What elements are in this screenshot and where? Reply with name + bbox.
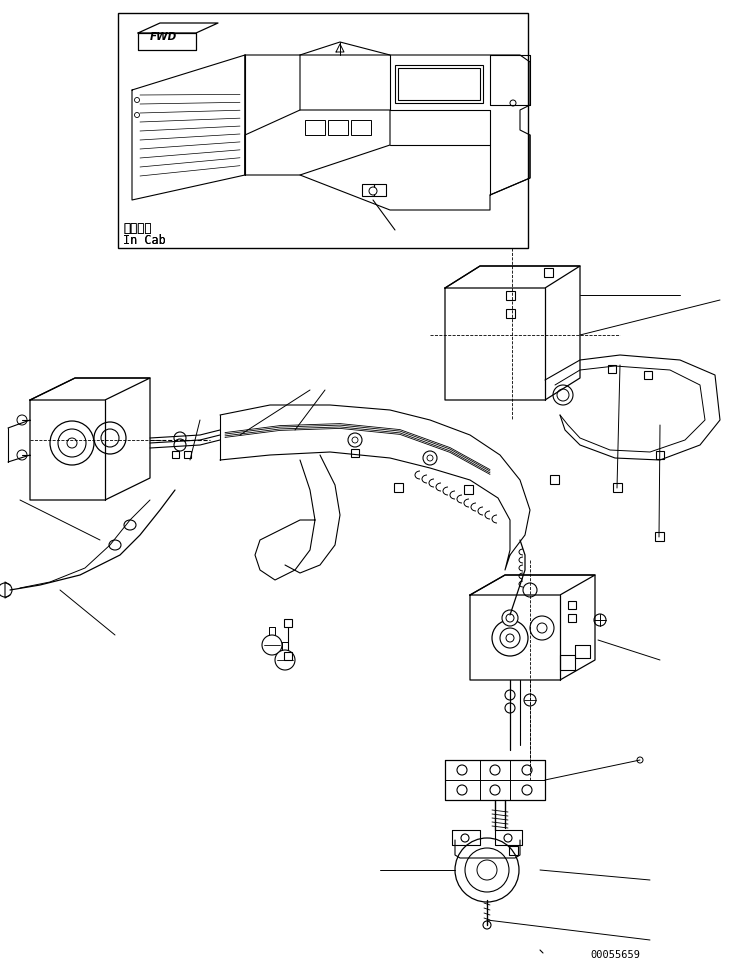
Circle shape [352, 437, 358, 443]
Circle shape [505, 703, 515, 713]
Bar [118, 13, 528, 248]
Circle shape [557, 389, 569, 401]
Circle shape [135, 97, 139, 102]
Circle shape [135, 113, 139, 118]
Bar [395, 65, 483, 103]
Circle shape [174, 432, 186, 444]
Text: In Cab: In Cab [123, 234, 165, 247]
Bar [374, 184, 386, 196]
Bar [550, 475, 559, 484]
Bar [393, 483, 402, 493]
Circle shape [510, 100, 516, 106]
Circle shape [553, 385, 573, 405]
Circle shape [427, 455, 433, 461]
Circle shape [492, 620, 528, 656]
Circle shape [101, 429, 119, 447]
Circle shape [17, 415, 27, 425]
Bar [655, 533, 664, 541]
Bar [351, 120, 371, 135]
Circle shape [483, 921, 491, 929]
Bar [362, 184, 374, 196]
Bar [568, 601, 576, 609]
Circle shape [461, 834, 469, 842]
Bar [183, 452, 191, 459]
Bar [328, 120, 348, 135]
Circle shape [523, 583, 537, 597]
Circle shape [455, 838, 519, 902]
Circle shape [506, 634, 514, 642]
Circle shape [58, 429, 86, 457]
Circle shape [537, 623, 547, 633]
Circle shape [17, 450, 27, 460]
Bar [568, 614, 576, 622]
Bar [612, 483, 621, 493]
Circle shape [490, 765, 500, 775]
Bar [284, 652, 292, 660]
Circle shape [348, 433, 362, 447]
Circle shape [275, 650, 295, 670]
Circle shape [504, 834, 512, 842]
Text: 00055659: 00055659 [590, 950, 640, 960]
Text: In Cab: In Cab [123, 234, 165, 247]
Circle shape [490, 785, 500, 795]
Circle shape [530, 616, 554, 640]
Bar [509, 846, 518, 854]
Circle shape [477, 860, 497, 880]
Circle shape [50, 421, 94, 465]
Circle shape [524, 694, 536, 706]
Bar [398, 68, 480, 100]
Bar [656, 451, 664, 459]
Circle shape [522, 765, 532, 775]
Bar [284, 619, 292, 627]
Circle shape [457, 765, 467, 775]
Bar [506, 309, 515, 319]
Circle shape [174, 439, 186, 451]
Circle shape [500, 628, 520, 648]
Bar [544, 268, 553, 277]
Bar [171, 452, 179, 459]
Circle shape [505, 690, 515, 700]
Circle shape [262, 635, 282, 655]
Bar [644, 371, 652, 379]
Circle shape [67, 438, 77, 448]
Circle shape [506, 614, 514, 622]
Circle shape [369, 187, 377, 195]
Bar [463, 485, 472, 495]
Circle shape [502, 610, 518, 626]
Bar [351, 449, 359, 457]
Circle shape [465, 848, 509, 892]
Circle shape [522, 785, 532, 795]
Bar [506, 292, 515, 300]
Circle shape [0, 583, 12, 597]
Bar [305, 120, 325, 135]
Circle shape [637, 757, 643, 763]
Circle shape [594, 614, 606, 626]
Text: キャブ内: キャブ内 [123, 222, 151, 235]
Circle shape [94, 422, 126, 454]
Text: FWD: FWD [150, 32, 177, 42]
Bar [608, 365, 616, 373]
Circle shape [423, 451, 437, 465]
Circle shape [457, 785, 467, 795]
Text: キャブ内: キャブ内 [123, 222, 151, 235]
